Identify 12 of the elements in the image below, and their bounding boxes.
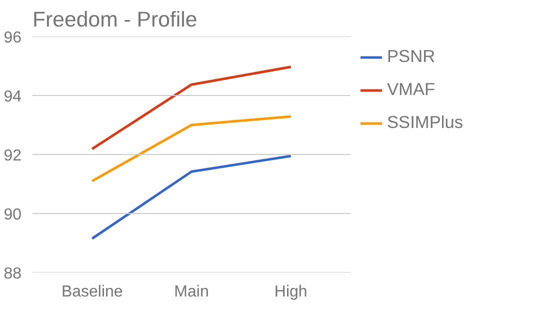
y-tick-label: 96 xyxy=(4,30,22,46)
y-tick-label: 90 xyxy=(4,206,22,224)
legend-label: VMAF xyxy=(387,79,436,100)
legend-label: PSNR xyxy=(387,46,436,67)
x-tick-label: High xyxy=(274,284,308,300)
y-tick-label: 94 xyxy=(4,88,22,106)
x-tick-label: Baseline xyxy=(61,284,123,300)
y-tick-label: 92 xyxy=(4,148,22,164)
y-tick-label: 88 xyxy=(4,266,22,282)
legend-label: SSIMPlus xyxy=(387,112,464,133)
x-tick-label: Main xyxy=(174,284,209,300)
chart-title: Freedom - Profile xyxy=(32,8,198,32)
